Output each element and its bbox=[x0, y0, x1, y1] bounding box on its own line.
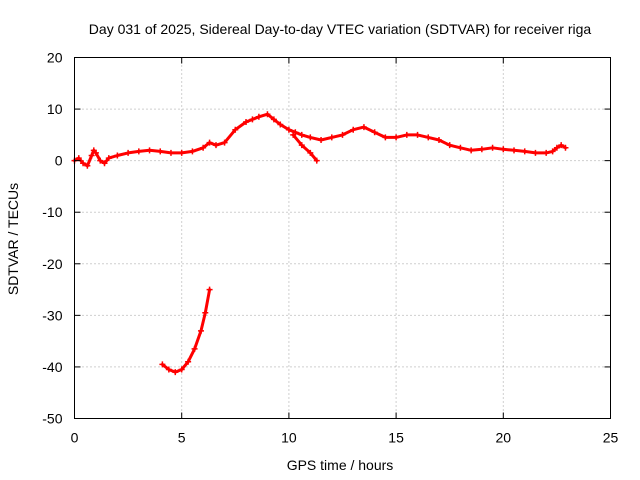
x-tick-label: 15 bbox=[388, 430, 404, 446]
data-point bbox=[307, 149, 314, 156]
data-point bbox=[457, 144, 464, 151]
x-tick-label: 0 bbox=[71, 430, 79, 446]
series-group bbox=[71, 111, 569, 376]
y-tick-label: -20 bbox=[42, 256, 62, 272]
data-point bbox=[146, 147, 153, 154]
plot-frame bbox=[74, 57, 611, 419]
data-point bbox=[88, 152, 95, 159]
data-point bbox=[285, 126, 292, 133]
x-tick-label: 25 bbox=[603, 430, 619, 446]
y-axis-label: SDTVAR / TECUs bbox=[5, 183, 21, 295]
data-point bbox=[382, 134, 389, 141]
data-point bbox=[290, 131, 297, 138]
data-point bbox=[80, 160, 87, 167]
data-point bbox=[197, 327, 204, 334]
data-point bbox=[114, 152, 121, 159]
data-point bbox=[206, 286, 213, 293]
data-point bbox=[532, 149, 539, 156]
data-point bbox=[206, 139, 213, 146]
series-sdtvar-arc bbox=[159, 286, 213, 376]
data-point bbox=[307, 134, 314, 141]
axis-ticks: 0 5 10 15 20 25 -50 -40 -30 -20 -10 0 10 20 bbox=[42, 50, 618, 446]
y-tick-label: 10 bbox=[47, 101, 63, 117]
x-tick-label: 5 bbox=[178, 430, 186, 446]
data-point bbox=[339, 131, 346, 138]
data-point bbox=[189, 148, 196, 155]
data-point bbox=[298, 131, 305, 138]
data-point bbox=[543, 149, 550, 156]
data-point bbox=[393, 134, 400, 141]
data-point bbox=[435, 137, 442, 144]
data-point bbox=[298, 142, 305, 149]
data-point bbox=[178, 149, 185, 156]
data-point bbox=[159, 361, 166, 368]
data-point bbox=[202, 309, 209, 316]
data-point bbox=[135, 148, 142, 155]
data-point bbox=[105, 155, 112, 162]
data-point bbox=[165, 366, 172, 373]
data-point bbox=[125, 149, 132, 156]
x-tick-label: 20 bbox=[496, 430, 512, 446]
y-tick-label: 0 bbox=[55, 153, 63, 169]
data-point bbox=[562, 144, 569, 151]
data-point bbox=[255, 113, 262, 120]
y-tick-label: -10 bbox=[42, 204, 62, 220]
data-point bbox=[478, 146, 485, 153]
data-point bbox=[371, 129, 378, 136]
series-sdtvar-main bbox=[71, 111, 569, 169]
data-point bbox=[468, 147, 475, 154]
y-tick-label: -50 bbox=[42, 411, 62, 427]
data-point bbox=[75, 155, 82, 162]
data-point bbox=[511, 147, 518, 154]
data-point bbox=[558, 142, 565, 149]
y-tick-label: -30 bbox=[42, 307, 62, 323]
data-point bbox=[403, 131, 410, 138]
data-point bbox=[167, 149, 174, 156]
data-point bbox=[157, 148, 164, 155]
data-point bbox=[92, 149, 99, 156]
grid bbox=[74, 57, 611, 419]
data-point bbox=[84, 162, 91, 169]
y-tick-label: 20 bbox=[47, 50, 63, 66]
data-point bbox=[277, 121, 284, 128]
data-point bbox=[521, 148, 528, 155]
data-point bbox=[553, 144, 560, 151]
data-point bbox=[489, 144, 496, 151]
data-point bbox=[232, 126, 239, 133]
data-point bbox=[243, 118, 250, 125]
chart-title: Day 031 of 2025, Sidereal Day-to-day VTE… bbox=[89, 21, 592, 37]
series-sdtvar-branch bbox=[290, 131, 320, 164]
data-point bbox=[500, 146, 507, 153]
data-point bbox=[446, 142, 453, 149]
data-point bbox=[328, 134, 335, 141]
data-point bbox=[213, 142, 220, 149]
data-point bbox=[101, 160, 108, 167]
data-point bbox=[270, 116, 277, 123]
data-point bbox=[360, 124, 367, 131]
x-axis-label: GPS time / hours bbox=[287, 457, 394, 473]
data-point bbox=[414, 131, 421, 138]
data-point bbox=[318, 137, 325, 144]
data-point bbox=[350, 126, 357, 133]
x-tick-label: 10 bbox=[281, 430, 297, 446]
data-point bbox=[191, 345, 198, 352]
data-point bbox=[264, 111, 271, 118]
data-point bbox=[178, 366, 185, 373]
data-point bbox=[313, 157, 320, 164]
data-point bbox=[185, 358, 192, 365]
y-tick-label: -40 bbox=[42, 359, 62, 375]
data-point bbox=[249, 116, 256, 123]
data-point bbox=[549, 148, 556, 155]
data-point bbox=[425, 134, 432, 141]
data-point bbox=[97, 157, 104, 164]
data-point bbox=[200, 144, 207, 151]
data-point bbox=[221, 139, 228, 146]
series-line bbox=[291, 133, 319, 163]
data-point bbox=[172, 369, 179, 376]
